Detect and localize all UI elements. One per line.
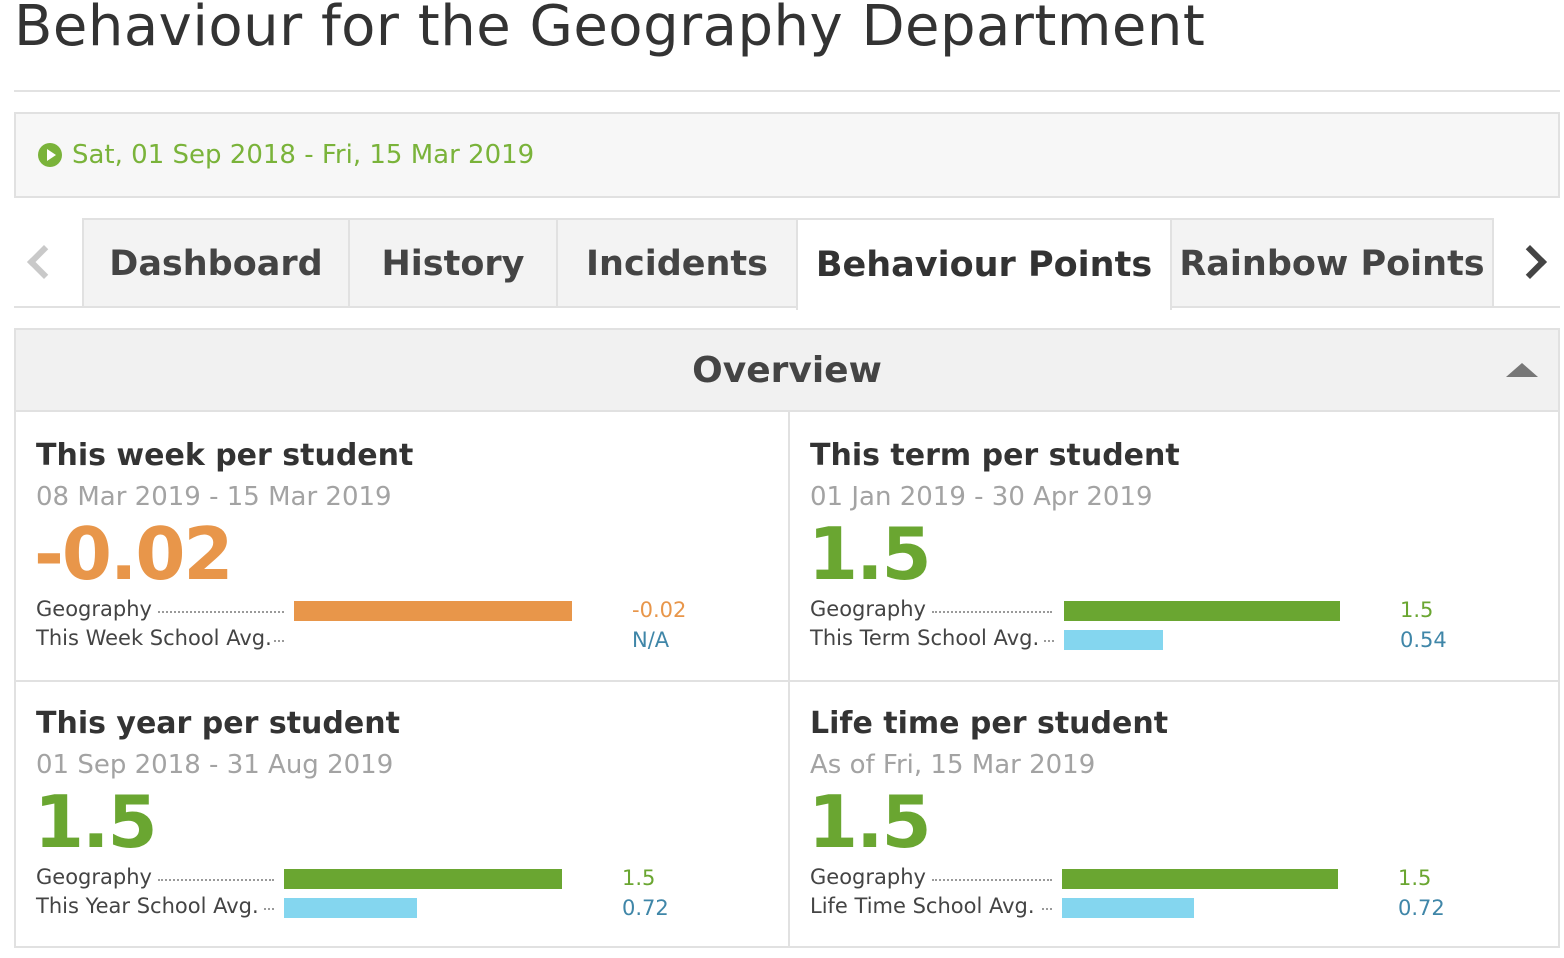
row-value-department: 1.5 — [1398, 866, 1432, 890]
row-label-department: Geography — [36, 865, 152, 889]
row-label-department: Geography — [810, 597, 926, 621]
tabs-next-button[interactable] — [1510, 218, 1560, 306]
card-value: 1.5 — [34, 780, 158, 864]
card-title: This year per student — [36, 706, 400, 741]
row-value-department: 1.5 — [622, 866, 656, 890]
bar-department — [1064, 601, 1340, 621]
bar-school-avg — [1062, 898, 1194, 918]
stat-card-life-time: Life time per student As of Fri, 15 Mar … — [790, 682, 1562, 950]
card-period: 01 Jan 2019 - 30 Apr 2019 — [810, 482, 1153, 512]
date-range-text[interactable]: Sat, 01 Sep 2018 - Fri, 15 Mar 2019 — [72, 140, 535, 170]
overview-panel: Overview This week per student 08 Mar 20… — [14, 328, 1560, 948]
bar-department — [284, 869, 562, 889]
bar-school-avg — [284, 898, 417, 918]
card-title: Life time per student — [810, 706, 1169, 741]
tabs-divider — [14, 306, 1560, 308]
title-divider — [14, 90, 1560, 92]
leader-dots — [158, 611, 284, 613]
row-label-school-avg: Life Time School Avg. — [810, 894, 1035, 918]
overview-header[interactable]: Overview — [16, 330, 1558, 412]
stat-card-this-week: This week per student 08 Mar 2019 - 15 M… — [16, 414, 788, 682]
tab-rainbow-points[interactable]: Rainbow Points — [1170, 218, 1494, 308]
card-value: -0.02 — [34, 512, 234, 596]
leader-dots — [932, 879, 1052, 881]
play-circle-icon[interactable] — [38, 143, 62, 167]
bar-department — [294, 601, 572, 621]
card-value: 1.5 — [808, 780, 932, 864]
card-period: 01 Sep 2018 - 31 Aug 2019 — [36, 750, 394, 780]
tabs-prev-button[interactable] — [14, 218, 64, 306]
chevron-right-icon[interactable] — [1513, 245, 1547, 279]
row-value-school-avg: 0.54 — [1400, 628, 1447, 652]
row-label-department: Geography — [810, 865, 926, 889]
bar-department — [1062, 869, 1338, 889]
row-label-school-avg: This Week School Avg. — [36, 626, 272, 650]
leader-dots — [1042, 908, 1052, 910]
leader-dots — [264, 908, 274, 910]
card-value: 1.5 — [808, 512, 932, 596]
row-value-department: 1.5 — [1400, 598, 1434, 622]
card-title: This term per student — [810, 438, 1180, 473]
row-value-school-avg: N/A — [632, 628, 670, 652]
leader-dots — [274, 640, 284, 642]
leader-dots — [1044, 640, 1054, 642]
row-label-school-avg: This Year School Avg. — [36, 894, 259, 918]
tab-bar: Dashboard History Incidents Behaviour Po… — [14, 218, 1560, 310]
overview-title: Overview — [692, 349, 882, 391]
caret-up-icon[interactable] — [1506, 363, 1538, 377]
chevron-left-icon[interactable] — [27, 245, 61, 279]
row-value-school-avg: 0.72 — [1398, 896, 1445, 920]
card-period: As of Fri, 15 Mar 2019 — [810, 750, 1096, 780]
card-title: This week per student — [36, 438, 414, 473]
tab-history[interactable]: History — [348, 218, 558, 308]
row-value-department: -0.02 — [632, 598, 687, 622]
card-period: 08 Mar 2019 - 15 Mar 2019 — [36, 482, 392, 512]
row-value-school-avg: 0.72 — [622, 896, 669, 920]
row-label-department: Geography — [36, 597, 152, 621]
tab-incidents[interactable]: Incidents — [556, 218, 798, 308]
tab-behaviour-points[interactable]: Behaviour Points — [796, 218, 1172, 310]
row-label-school-avg: This Term School Avg. — [810, 626, 1040, 650]
page-title: Behaviour for the Geography Department — [14, 0, 1206, 59]
card-divider-horizontal — [16, 680, 1558, 682]
date-filter-bar[interactable]: Sat, 01 Sep 2018 - Fri, 15 Mar 2019 — [14, 112, 1560, 198]
stat-card-this-year: This year per student 01 Sep 2018 - 31 A… — [16, 682, 788, 950]
stat-card-this-term: This term per student 01 Jan 2019 - 30 A… — [790, 414, 1562, 682]
leader-dots — [932, 611, 1052, 613]
leader-dots — [158, 879, 274, 881]
card-divider-vertical — [788, 412, 790, 946]
tab-dashboard[interactable]: Dashboard — [82, 218, 350, 308]
bar-school-avg — [1064, 630, 1163, 650]
